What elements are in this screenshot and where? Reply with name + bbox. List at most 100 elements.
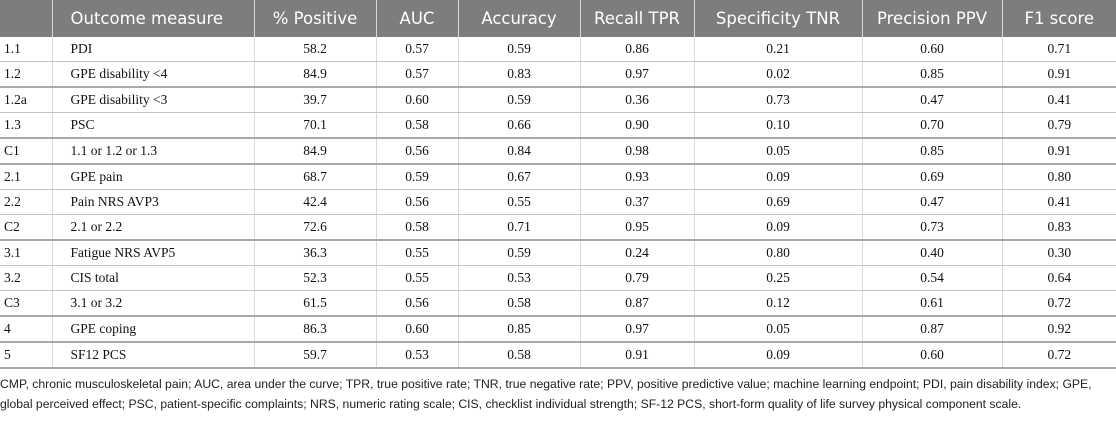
table-row: 1.2a GPE disability <3 39.7 0.60 0.59 0.36 0.7… [0,87,1116,113]
cell-recall: 0.37 [580,189,695,215]
cell-f1: 0.41 [1002,87,1116,113]
cell-precision: 0.73 [862,214,1003,241]
cell-auc: 0.57 [376,37,459,62]
cell-auc: 0.60 [376,316,459,343]
cell-f1: 0.72 [1002,342,1116,369]
cell-outcome-measure: Fatigue NRS AVP5 [52,240,255,266]
table-footnote: CMP, chronic musculoskeletal pain; AUC, … [0,377,1092,411]
cell-outcome-measure: PSC [52,112,255,139]
table-row: C3 3.1 or 3.2 61.5 0.56 0.58 0.87 0.12 0.61 0.72 [0,290,1116,317]
cell-percent-positive: 52.3 [254,265,377,291]
cell-auc: 0.55 [376,265,459,291]
cell-outcome-measure: 1.1 or 1.2 or 1.3 [52,138,255,165]
cell-f1: 0.92 [1002,316,1116,343]
table-row: 3.2 CIS total 52.3 0.55 0.53 0.79 0.25 0.54 0.64 [0,265,1116,291]
header-id [0,0,53,37]
cell-specificity: 0.09 [694,214,863,241]
cell-auc: 0.53 [376,342,459,369]
cell-percent-positive: 39.7 [254,87,377,113]
cell-auc: 0.59 [376,164,459,190]
results-table: Outcome measure % Positive AUC Accuracy … [0,0,1116,369]
table-row: 1.1 PDI 58.2 0.57 0.59 0.86 0.21 0.60 0.71 [0,37,1116,62]
cell-specificity: 0.69 [694,189,863,215]
cell-percent-positive: 36.3 [254,240,377,266]
cell-auc: 0.56 [376,290,459,317]
header-percent-positive: % Positive [254,0,377,37]
cell-accuracy: 0.58 [458,342,581,369]
cell-f1: 0.79 [1002,112,1116,139]
cell-id: 2.1 [0,164,53,190]
cell-percent-positive: 68.7 [254,164,377,190]
cell-specificity: 0.05 [694,316,863,343]
cell-f1: 0.91 [1002,138,1116,165]
cell-auc: 0.56 [376,189,459,215]
cell-accuracy: 0.67 [458,164,581,190]
cell-accuracy: 0.59 [458,87,581,113]
cell-accuracy: 0.59 [458,240,581,266]
cell-accuracy: 0.85 [458,316,581,343]
cell-id: 5 [0,342,53,369]
cell-specificity: 0.25 [694,265,863,291]
cell-precision: 0.85 [862,138,1003,165]
cell-recall: 0.86 [580,37,695,62]
cell-f1: 0.71 [1002,37,1116,62]
table-row: 1.3 PSC 70.1 0.58 0.66 0.90 0.10 0.70 0.79 [0,112,1116,139]
cell-recall: 0.97 [580,61,695,88]
table-row: C2 2.1 or 2.2 72.6 0.58 0.71 0.95 0.09 0.73 0.83 [0,214,1116,241]
cell-precision: 0.61 [862,290,1003,317]
cell-auc: 0.60 [376,87,459,113]
cell-recall: 0.91 [580,342,695,369]
cell-precision: 0.47 [862,87,1003,113]
header-recall: Recall TPR [580,0,695,37]
cell-specificity: 0.80 [694,240,863,266]
cell-precision: 0.87 [862,316,1003,343]
cell-auc: 0.57 [376,61,459,88]
cell-id: 1.3 [0,112,53,139]
cell-precision: 0.60 [862,342,1003,369]
table-row: 2.1 GPE pain 68.7 0.59 0.67 0.93 0.09 0.69 0.80 [0,164,1116,190]
cell-percent-positive: 42.4 [254,189,377,215]
table-row: 2.2 Pain NRS AVP3 42.4 0.56 0.55 0.37 0.69 0.47… [0,189,1116,215]
cell-specificity: 0.12 [694,290,863,317]
cell-accuracy: 0.58 [458,290,581,317]
cell-percent-positive: 59.7 [254,342,377,369]
cell-specificity: 0.05 [694,138,863,165]
table-body: 1.1 PDI 58.2 0.57 0.59 0.86 0.21 0.60 0.71 1.2 GPE… [0,37,1116,369]
cell-accuracy: 0.71 [458,214,581,241]
cell-precision: 0.40 [862,240,1003,266]
cell-id: C2 [0,214,53,241]
cell-f1: 0.80 [1002,164,1116,190]
cell-specificity: 0.10 [694,112,863,139]
header-specificity: Specificity TNR [694,0,863,37]
cell-specificity: 0.21 [694,37,863,62]
cell-f1: 0.64 [1002,265,1116,291]
table-row: 3.1 Fatigue NRS AVP5 36.3 0.55 0.59 0.24 0.80 0… [0,240,1116,266]
cell-percent-positive: 70.1 [254,112,377,139]
cell-outcome-measure: GPE coping [52,316,255,343]
cell-f1: 0.30 [1002,240,1116,266]
cell-outcome-measure: 2.1 or 2.2 [52,214,255,241]
cell-outcome-measure: GPE disability <3 [52,87,255,113]
cell-f1: 0.91 [1002,61,1116,88]
cell-precision: 0.69 [862,164,1003,190]
table-row: 5 SF12 PCS 59.7 0.53 0.58 0.91 0.09 0.60 0.72 [0,342,1116,369]
cell-percent-positive: 61.5 [254,290,377,317]
cell-accuracy: 0.53 [458,265,581,291]
cell-recall: 0.79 [580,265,695,291]
header-f1: F1 score [1002,0,1116,37]
cell-accuracy: 0.55 [458,189,581,215]
cell-recall: 0.97 [580,316,695,343]
cell-f1: 0.83 [1002,214,1116,241]
cell-outcome-measure: GPE pain [52,164,255,190]
cell-id: 4 [0,316,53,343]
header-outcome-measure: Outcome measure [52,0,255,37]
cell-recall: 0.93 [580,164,695,190]
table-row: C1 1.1 or 1.2 or 1.3 84.9 0.56 0.84 0.98 0.05 0… [0,138,1116,165]
cell-outcome-measure: CIS total [52,265,255,291]
header-auc: AUC [376,0,459,37]
cell-auc: 0.58 [376,112,459,139]
cell-id: 1.2a [0,87,53,113]
cell-percent-positive: 84.9 [254,138,377,165]
cell-id: C1 [0,138,53,165]
cell-precision: 0.60 [862,37,1003,62]
